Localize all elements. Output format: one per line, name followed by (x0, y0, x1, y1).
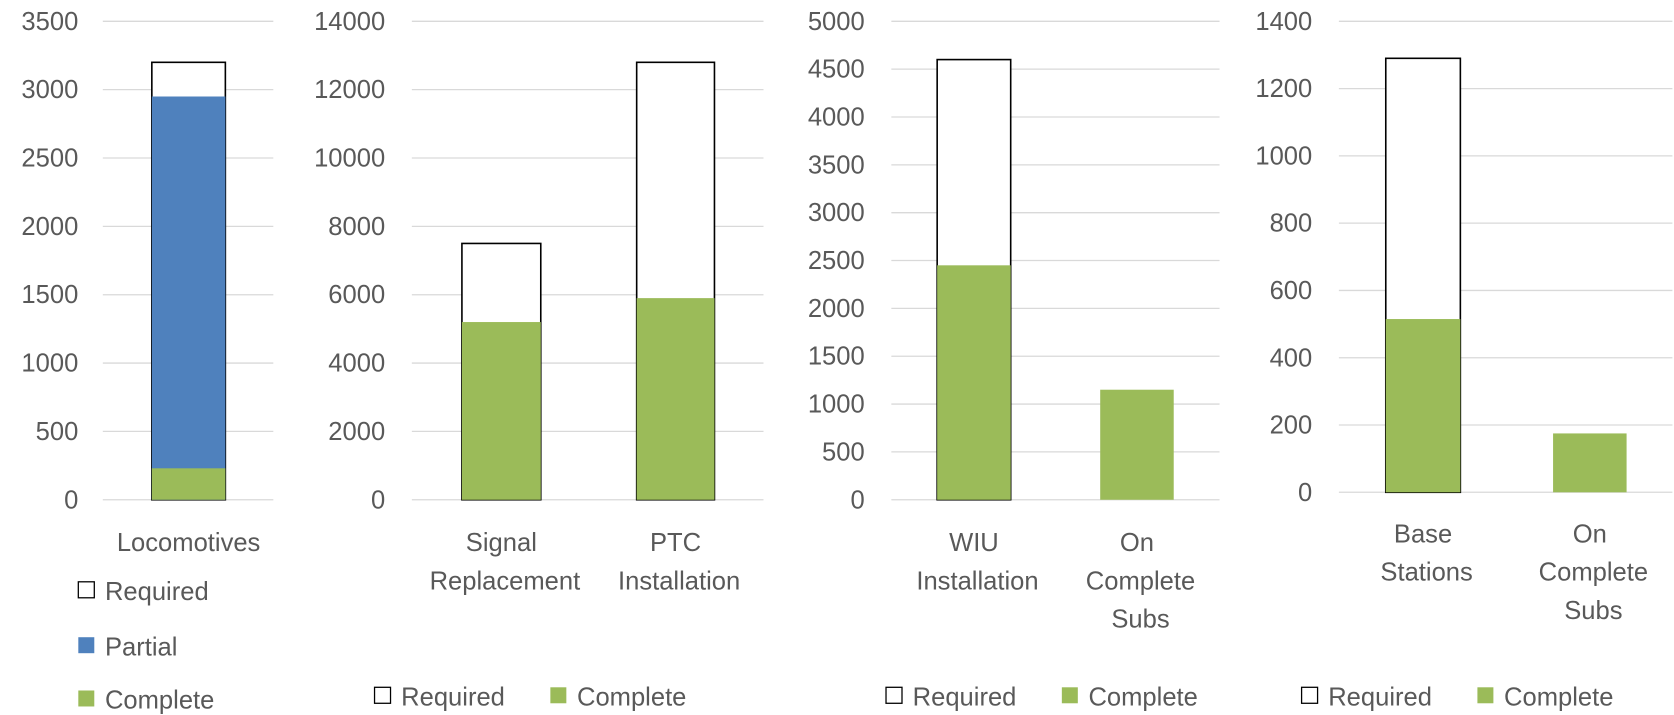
y-tick-label: 4500 (808, 56, 865, 84)
y-tick-label: 12000 (314, 76, 385, 104)
bar (1100, 389, 1174, 500)
y-tick-label: 4000 (328, 350, 385, 378)
legend-swatch (1061, 687, 1078, 704)
legend-swatch (1477, 687, 1494, 704)
legend-label: Required (913, 683, 1017, 711)
y-tick-label: 500 (822, 438, 865, 466)
y-tick-label: 0 (64, 486, 78, 514)
legend-label: Complete (1504, 683, 1613, 711)
x-tick-label: Locomotives (117, 529, 261, 557)
x-tick-label: On Complete Subs (1532, 520, 1649, 625)
bar (151, 96, 226, 500)
y-tick-label: 1000 (1255, 142, 1312, 170)
legend-swatch (1300, 686, 1319, 704)
legend-label: Required (401, 683, 505, 711)
legend-swatch (77, 581, 95, 599)
legend-label: Required (1328, 683, 1432, 711)
y-tick-label: 2000 (21, 213, 78, 241)
y-tick-label: 0 (1298, 479, 1312, 507)
y-tick-label: 14000 (314, 8, 385, 36)
y-tick-label: 10000 (314, 145, 385, 173)
y-tick-label: 4000 (808, 104, 865, 132)
y-tick-label: 3500 (808, 151, 865, 179)
legend-label: Required (105, 578, 209, 606)
y-tick-label: 2500 (808, 247, 865, 275)
y-tick-label: 3000 (21, 76, 78, 104)
x-tick-label: On Complete Subs (1079, 529, 1196, 634)
y-tick-label: 2000 (328, 418, 385, 446)
legend-label: Complete (1088, 683, 1197, 711)
y-tick-label: 3500 (21, 8, 78, 36)
legend-swatch (78, 690, 95, 707)
legend-swatch (885, 686, 903, 704)
bar (151, 468, 226, 500)
y-tick-label: 0 (850, 486, 864, 514)
legend-label: Partial (105, 633, 177, 661)
x-tick-label: Base Stations (1373, 520, 1472, 586)
y-tick-label: 1400 (1255, 8, 1312, 36)
bar (1553, 433, 1627, 493)
y-tick-label: 8000 (328, 213, 385, 241)
y-tick-label: 1200 (1255, 75, 1312, 103)
y-tick-label: 1500 (21, 281, 78, 309)
y-tick-label: 3000 (808, 199, 865, 227)
bar (636, 298, 715, 500)
y-tick-label: 6000 (328, 281, 385, 309)
legend-swatch (78, 637, 95, 654)
x-tick-label: WIU Installation (909, 529, 1038, 595)
y-tick-label: 2000 (808, 295, 865, 323)
y-tick-label: 200 (1270, 412, 1313, 440)
y-tick-label: 5000 (808, 8, 865, 36)
legend-swatch (373, 686, 392, 704)
y-tick-label: 1500 (808, 343, 865, 371)
y-tick-label: 600 (1270, 277, 1313, 305)
y-tick-label: 1000 (808, 391, 865, 419)
legend-label: Complete (577, 683, 686, 711)
y-tick-label: 0 (371, 486, 385, 514)
y-tick-label: 2500 (21, 145, 78, 173)
y-tick-label: 800 (1270, 210, 1313, 238)
bar (461, 322, 541, 500)
legend-label: Complete (105, 687, 214, 715)
bar (1385, 319, 1461, 493)
bar (937, 265, 1011, 500)
x-tick-label: PTC Installation (611, 529, 740, 595)
y-tick-label: 1000 (21, 350, 78, 378)
legend-swatch (550, 687, 567, 704)
y-tick-label: 400 (1270, 344, 1313, 372)
y-tick-label: 500 (36, 418, 79, 446)
x-tick-label: Signal Replacement (422, 529, 580, 595)
